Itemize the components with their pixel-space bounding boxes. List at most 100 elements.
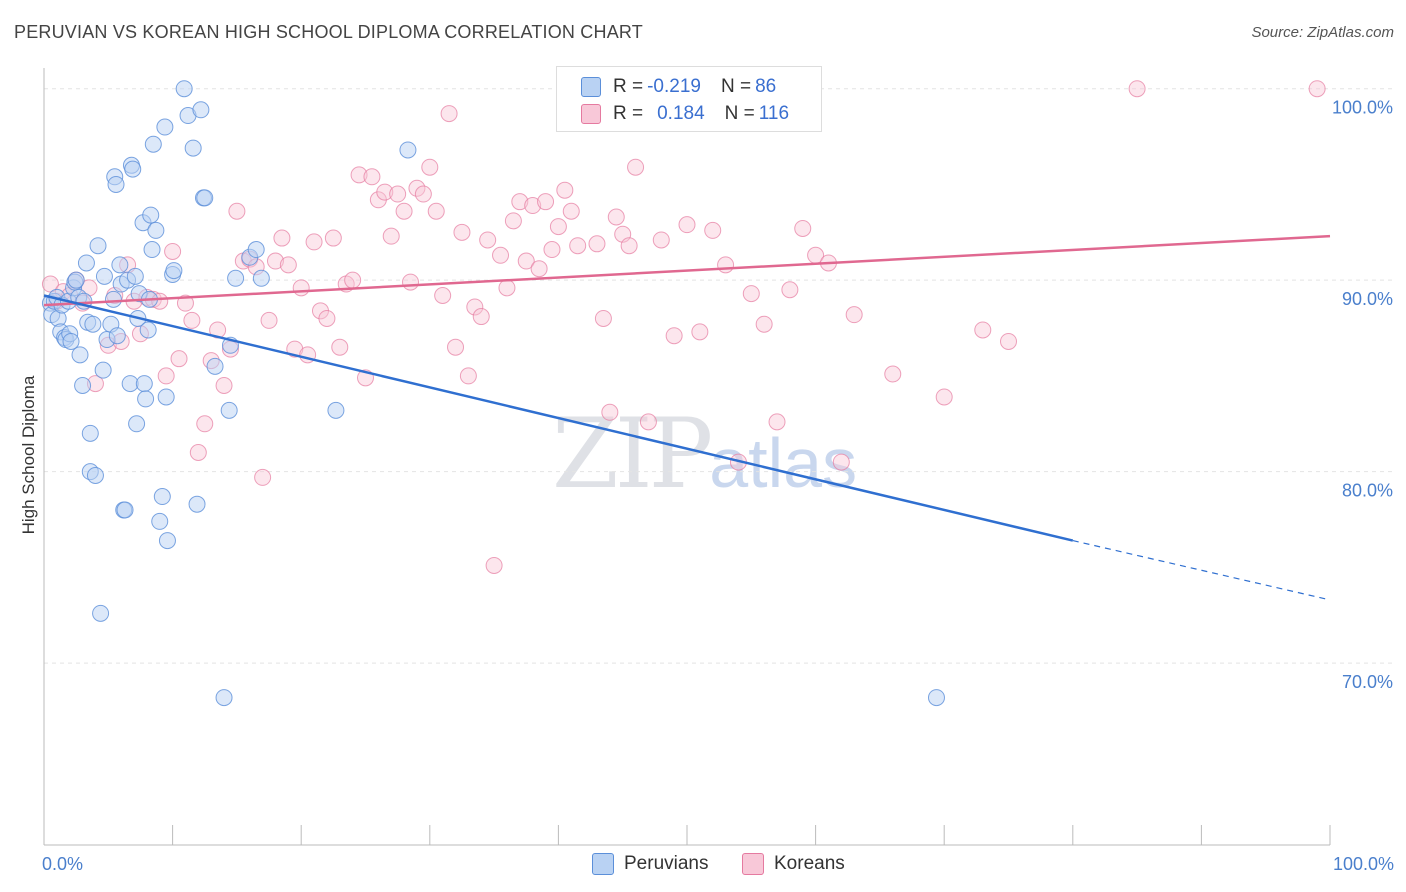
korean-point <box>414 185 432 203</box>
korean-point <box>665 327 683 345</box>
korean-point <box>549 218 567 236</box>
koreans-trend-line <box>43 234 1331 307</box>
y-tick-label: 70.0% <box>1342 672 1393 692</box>
peruvian-point <box>151 512 169 530</box>
peruvian-point <box>188 495 206 513</box>
korean-point <box>627 158 645 176</box>
korean-point <box>485 556 503 574</box>
legend-n-value: 116 <box>758 103 790 124</box>
korean-point <box>402 273 420 291</box>
legend-n-label: N = <box>720 76 752 97</box>
peruvian-point <box>124 160 142 178</box>
y-tick-label: 100.0% <box>1332 98 1393 118</box>
source-label: Source: ZipAtlas.com <box>1251 24 1394 41</box>
korean-point <box>601 403 619 421</box>
legend-r-value: 0.184 <box>657 103 705 124</box>
peruvian-point <box>77 254 95 272</box>
korean-point <box>421 158 439 176</box>
legend-r-label: R = <box>613 103 644 124</box>
bottom-legend-label: Peruvians <box>624 853 709 874</box>
korean-point <box>266 252 284 270</box>
peruvians-trend-extension <box>1072 539 1331 601</box>
korean-point <box>164 242 182 260</box>
korean-point <box>279 256 297 274</box>
peruvian-point <box>215 689 233 707</box>
chart-title: PERUVIAN VS KOREAN HIGH SCHOOL DIPLOMA C… <box>14 22 643 42</box>
korean-point <box>556 181 574 199</box>
peruvian-point <box>137 390 155 408</box>
peruvian-point <box>104 290 122 308</box>
peruvians-swatch <box>581 77 601 97</box>
peruvian-point <box>89 237 107 255</box>
y-tick-label: 80.0% <box>1342 481 1393 501</box>
korean-point <box>511 193 529 211</box>
korean-point <box>935 388 953 406</box>
koreans-swatch <box>581 104 601 124</box>
peruvian-point <box>139 321 157 339</box>
korean-point <box>331 338 349 356</box>
korean-point <box>492 246 510 264</box>
korean-point <box>479 231 497 249</box>
korean-point <box>459 367 477 385</box>
korean-point <box>395 202 413 220</box>
peruvian-point <box>84 315 102 333</box>
axes <box>43 68 1331 846</box>
peruvian-point <box>95 267 113 285</box>
korean-point <box>524 197 542 215</box>
korean-point <box>196 415 214 433</box>
peruvian-point <box>927 689 945 707</box>
korean-point <box>170 350 188 368</box>
korean-point <box>704 221 722 239</box>
korean-point <box>350 166 368 184</box>
korean-point <box>183 311 201 329</box>
peruvians-swatch <box>592 853 614 875</box>
peruvian-point <box>116 501 134 519</box>
peruvian-point <box>143 241 161 259</box>
bottom-legend-label: Koreans <box>774 853 845 874</box>
korean-point <box>228 202 246 220</box>
korean-point <box>189 444 207 461</box>
bottom-legend-koreans: Koreans <box>742 850 845 878</box>
legend-n-label: N = <box>724 103 755 124</box>
korean-point <box>305 233 323 251</box>
korean-point <box>498 279 516 297</box>
bottom-legend-peruvians: Peruvians <box>592 850 709 878</box>
korean-point <box>363 168 381 186</box>
korean-point <box>427 202 445 220</box>
korean-point <box>678 216 696 234</box>
peruvian-point <box>175 80 193 98</box>
legend-r-value: -0.219 <box>647 76 701 97</box>
x-tick-label: 0.0% <box>42 854 83 874</box>
korean-point <box>537 193 555 211</box>
korean-point <box>157 367 175 385</box>
legend-r-label: R = <box>613 76 644 97</box>
korean-point <box>389 185 407 203</box>
korean-point <box>176 294 194 312</box>
peruvian-point <box>156 118 174 136</box>
korean-point <box>1128 80 1146 98</box>
korean-point <box>472 308 490 326</box>
peruvian-point <box>247 241 265 259</box>
peruvian-point <box>157 388 175 406</box>
korean-point <box>845 306 863 324</box>
korean-point <box>434 287 452 304</box>
peruvian-point <box>196 189 214 207</box>
legend: R = -0.219 N = 86 R = 0.184 N = 116 <box>556 66 822 132</box>
peruvian-point <box>108 327 126 345</box>
legend-n-value: 86 <box>755 76 777 97</box>
korean-point <box>639 413 657 431</box>
korean-point <box>594 309 612 327</box>
legend-row-koreans: R = 0.184 N = 116 <box>581 100 789 128</box>
y-tick-label: 90.0% <box>1342 289 1393 309</box>
peruvian-point <box>142 206 160 224</box>
peruvian-point <box>227 269 245 287</box>
korean-point <box>742 285 760 303</box>
korean-point <box>344 271 362 289</box>
watermark-atlas: atlas <box>709 424 858 502</box>
trend-lines <box>43 234 1331 601</box>
korean-point <box>408 179 426 197</box>
peruvian-point <box>147 221 165 239</box>
peruvian-point <box>128 415 146 433</box>
korean-point <box>382 227 400 245</box>
